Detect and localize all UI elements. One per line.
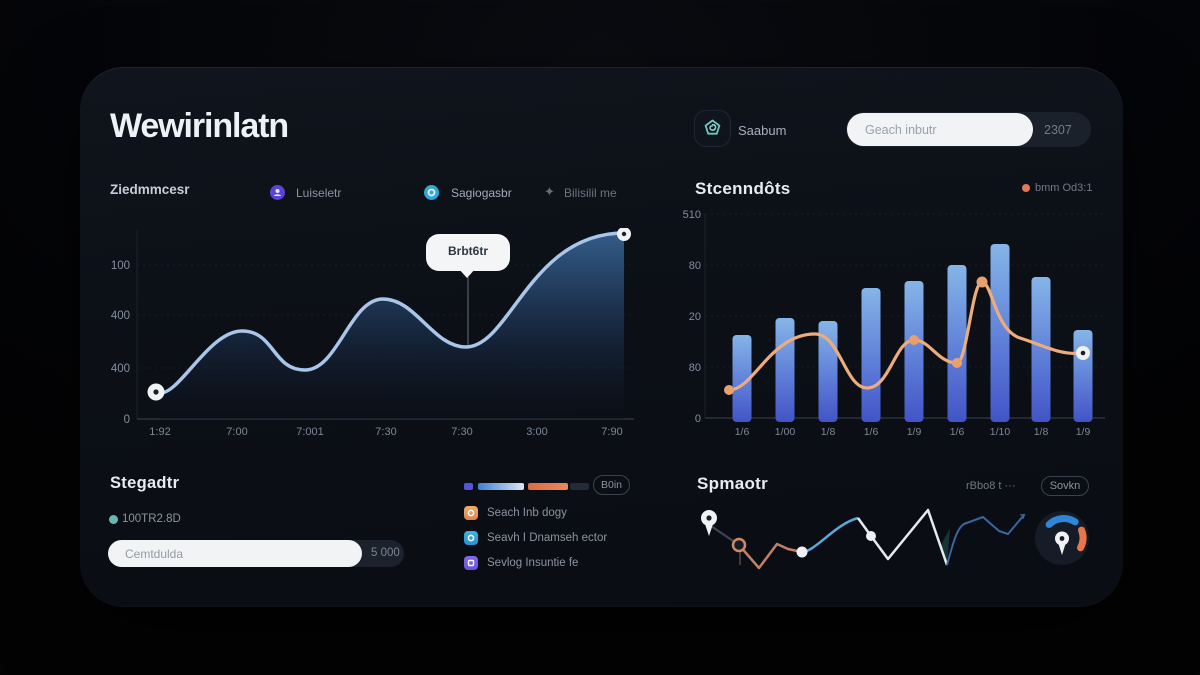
svg-text:7:30: 7:30	[451, 426, 472, 438]
svg-text:400: 400	[111, 363, 130, 375]
svg-text:7:30: 7:30	[375, 426, 396, 438]
svg-text:7:90: 7:90	[601, 426, 622, 438]
svg-text:7:00: 7:00	[226, 426, 247, 438]
svg-text:1/9: 1/9	[1076, 426, 1091, 438]
svg-text:1/6: 1/6	[950, 426, 965, 438]
svg-text:20: 20	[689, 311, 701, 323]
svg-text:0: 0	[695, 413, 701, 425]
svg-text:80: 80	[689, 260, 701, 272]
svg-text:1/00: 1/00	[775, 426, 796, 438]
svg-text:1/10: 1/10	[990, 426, 1011, 438]
svg-text:1/8: 1/8	[1034, 426, 1049, 438]
svg-text:7:001: 7:001	[296, 426, 324, 438]
svg-text:1:92: 1:92	[149, 426, 170, 438]
svg-text:80: 80	[689, 362, 701, 374]
svg-text:0: 0	[124, 414, 130, 426]
svg-text:510: 510	[683, 209, 701, 221]
svg-text:1/8: 1/8	[821, 426, 836, 438]
svg-text:1/6: 1/6	[864, 426, 879, 438]
svg-text:3:00: 3:00	[526, 426, 547, 438]
svg-text:1/9: 1/9	[907, 426, 922, 438]
svg-text:1/6: 1/6	[735, 426, 750, 438]
svg-text:100: 100	[111, 260, 130, 272]
svg-text:400: 400	[111, 310, 130, 322]
